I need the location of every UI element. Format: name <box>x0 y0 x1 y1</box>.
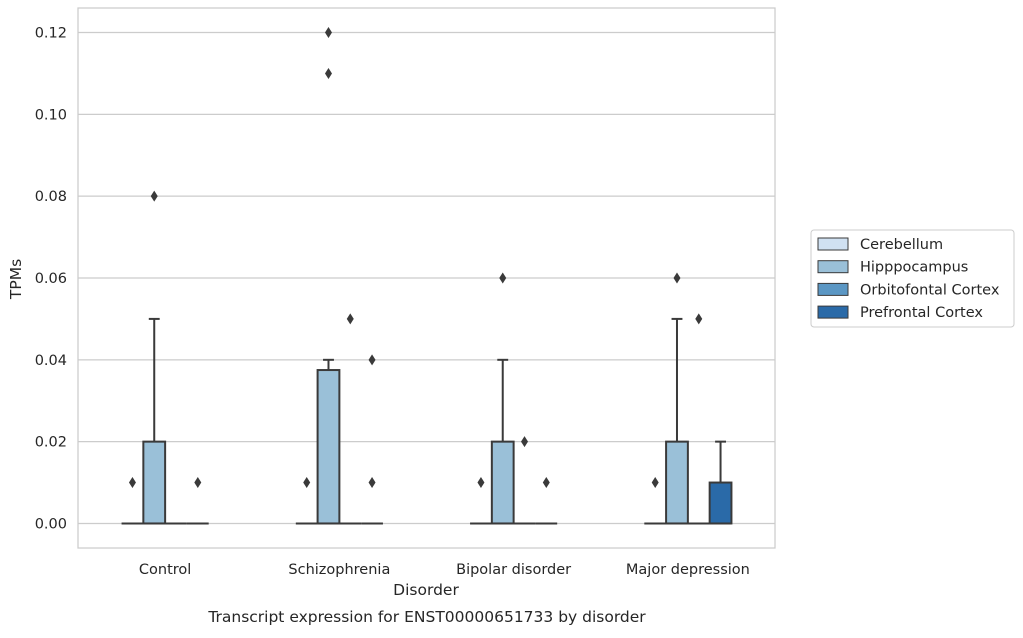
y-tick-label: 0.02 <box>35 435 67 451</box>
legend-item: Hipppocampus <box>817 260 968 276</box>
box-hipppocampus <box>490 272 515 525</box>
outlier-point <box>150 190 158 202</box>
box-hipppocampus <box>142 190 167 525</box>
x-tick-labels: Control Schizophrenia Bipolar disorder Majo… <box>139 562 750 578</box>
y-tick-label: 0.04 <box>35 353 67 369</box>
outlier-point <box>194 477 202 489</box>
box-cerebellum <box>295 477 318 525</box>
outlier-point <box>368 477 376 489</box>
legend-swatch <box>817 237 849 251</box>
legend-label: Cerebellum <box>860 237 943 253</box>
y-tick-label: 0.06 <box>35 271 67 287</box>
legend-item: Cerebellum <box>817 237 943 253</box>
outlier-point <box>673 272 681 284</box>
outlier-point <box>324 67 332 79</box>
box-prefrontal-cortex <box>361 354 383 525</box>
box-cerebellum <box>644 477 667 525</box>
legend: Cerebellum Hipppocampus Orbitofontal Corte… <box>810 229 1015 328</box>
box-hipppocampus <box>665 272 689 525</box>
x-tick-label: Major depression <box>626 562 750 578</box>
y-tick-label: 0.10 <box>35 107 67 123</box>
y-tick-label: 0.12 <box>35 26 67 42</box>
box-cerebellum <box>470 477 492 525</box>
outlier-point <box>477 477 485 489</box>
outlier-point <box>542 477 550 489</box>
box-body <box>142 440 167 525</box>
legend-swatch <box>817 282 849 296</box>
legend-item: Orbitofontal Cortex <box>817 282 1000 298</box>
box-orbitofontal-cortex <box>687 313 710 525</box>
box-prefrontal-cortex <box>535 477 558 525</box>
legend-label: Prefrontal Cortex <box>860 305 983 321</box>
outlier-point <box>324 27 332 39</box>
x-tick-label: Control <box>139 562 191 578</box>
legend-frame <box>810 229 1015 328</box>
box-hipppocampus <box>316 27 341 525</box>
y-tick-labels: 0.00 0.02 0.04 0.06 0.08 0.10 0.12 <box>35 26 67 533</box>
y-tick-label: 0.00 <box>35 516 67 532</box>
box-body <box>708 481 733 525</box>
box-orbitofontal-cortex <box>339 313 362 525</box>
box-plot-series <box>121 27 733 525</box>
box-body <box>665 440 689 525</box>
plot-area-frame <box>77 7 776 549</box>
legend-label: Hipppocampus <box>860 260 968 276</box>
legend-swatch <box>817 305 849 319</box>
x-tick-label: Bipolar disorder <box>456 562 571 578</box>
y-tick-label: 0.08 <box>35 189 67 205</box>
outlier-point <box>521 436 529 448</box>
legend-label: Orbitofontal Cortex <box>860 282 1000 298</box>
outlier-point <box>303 477 311 489</box>
box-body <box>316 369 341 525</box>
box-prefrontal-cortex <box>186 477 209 525</box>
outlier-point <box>368 354 376 366</box>
box-prefrontal-cortex <box>708 440 733 525</box>
outlier-point <box>499 272 507 284</box>
legend-swatch <box>817 260 849 274</box>
x-axis-label: Disorder <box>393 581 459 599</box>
outlier-point <box>128 477 136 489</box>
box-body <box>490 440 515 525</box>
legend-item: Prefrontal Cortex <box>817 305 983 321</box>
x-tick-label: Schizophrenia <box>288 562 390 578</box>
box-cerebellum <box>121 477 144 525</box>
outlier-point <box>695 313 703 325</box>
outlier-point <box>651 477 659 489</box>
chart-caption: Transcript expression for ENST0000065173… <box>207 608 646 626</box>
box-orbitofontal-cortex <box>513 436 536 525</box>
outlier-point <box>346 313 354 325</box>
y-axis-label: TPMs <box>7 259 25 300</box>
